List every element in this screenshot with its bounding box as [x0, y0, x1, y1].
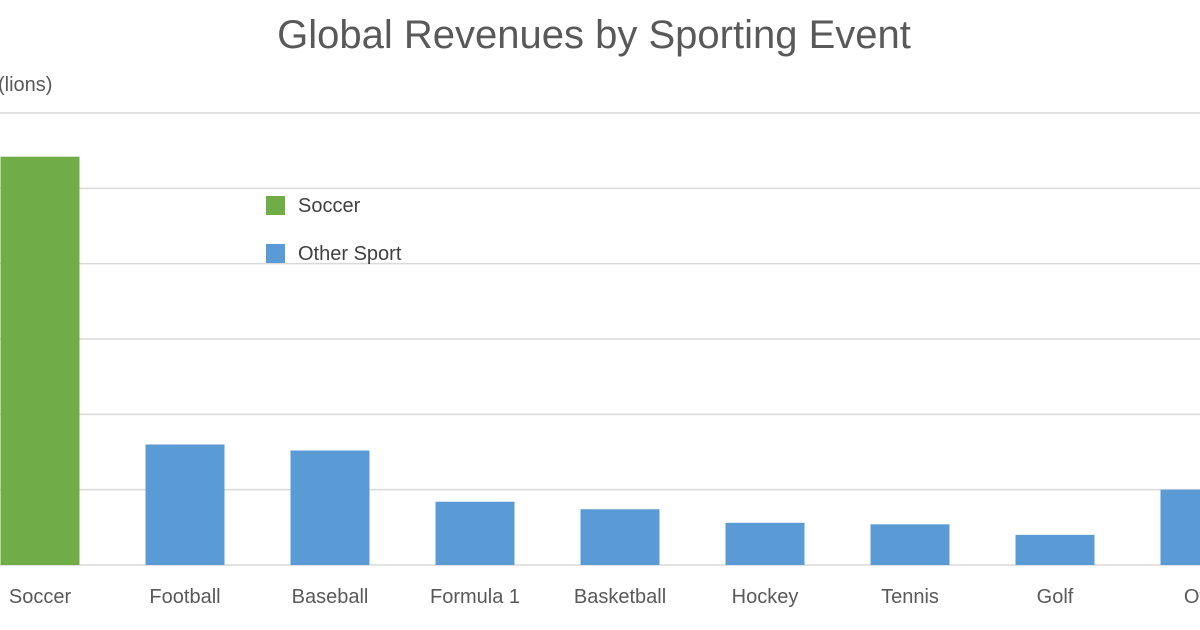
x-tick-label-formula-1: Formula 1: [430, 586, 520, 608]
bar-formula-1: [435, 501, 515, 565]
x-tick-label-hockey: Hockey: [732, 586, 799, 608]
legend: Soccer Other Sport: [266, 195, 402, 265]
bar-golf: [1015, 534, 1095, 565]
legend-label-other-sport: Other Sport: [298, 243, 402, 265]
legend-label-soccer: Soccer: [298, 195, 361, 217]
x-tick-label-basketball: Basketball: [574, 586, 666, 608]
x-tick-label-football: Football: [149, 586, 220, 608]
bars: [0, 156, 1200, 565]
bar-baseball: [290, 450, 370, 565]
legend-swatch-other-sport: [266, 244, 285, 263]
bar-oth: [1160, 489, 1200, 565]
legend-swatch-soccer: [266, 196, 285, 215]
bar-basketball: [580, 509, 660, 565]
x-tick-label-baseball: Baseball: [292, 586, 369, 608]
bar-soccer: [0, 156, 80, 565]
x-tick-label-tennis: Tennis: [881, 586, 939, 608]
chart-title: Global Revenues by Sporting Event: [277, 13, 911, 57]
x-tick-label-soccer: Soccer: [9, 586, 72, 608]
y-axis-label: (lions): [0, 74, 52, 96]
x-tick-label-oth: Oth: [1184, 586, 1200, 608]
bar-football: [145, 444, 225, 565]
bar-tennis: [870, 524, 950, 565]
x-tick-labels: Soccer Football Baseball Formula 1 Basketbal…: [9, 586, 1200, 608]
bar-hockey: [725, 522, 805, 565]
x-tick-label-golf: Golf: [1037, 586, 1074, 608]
